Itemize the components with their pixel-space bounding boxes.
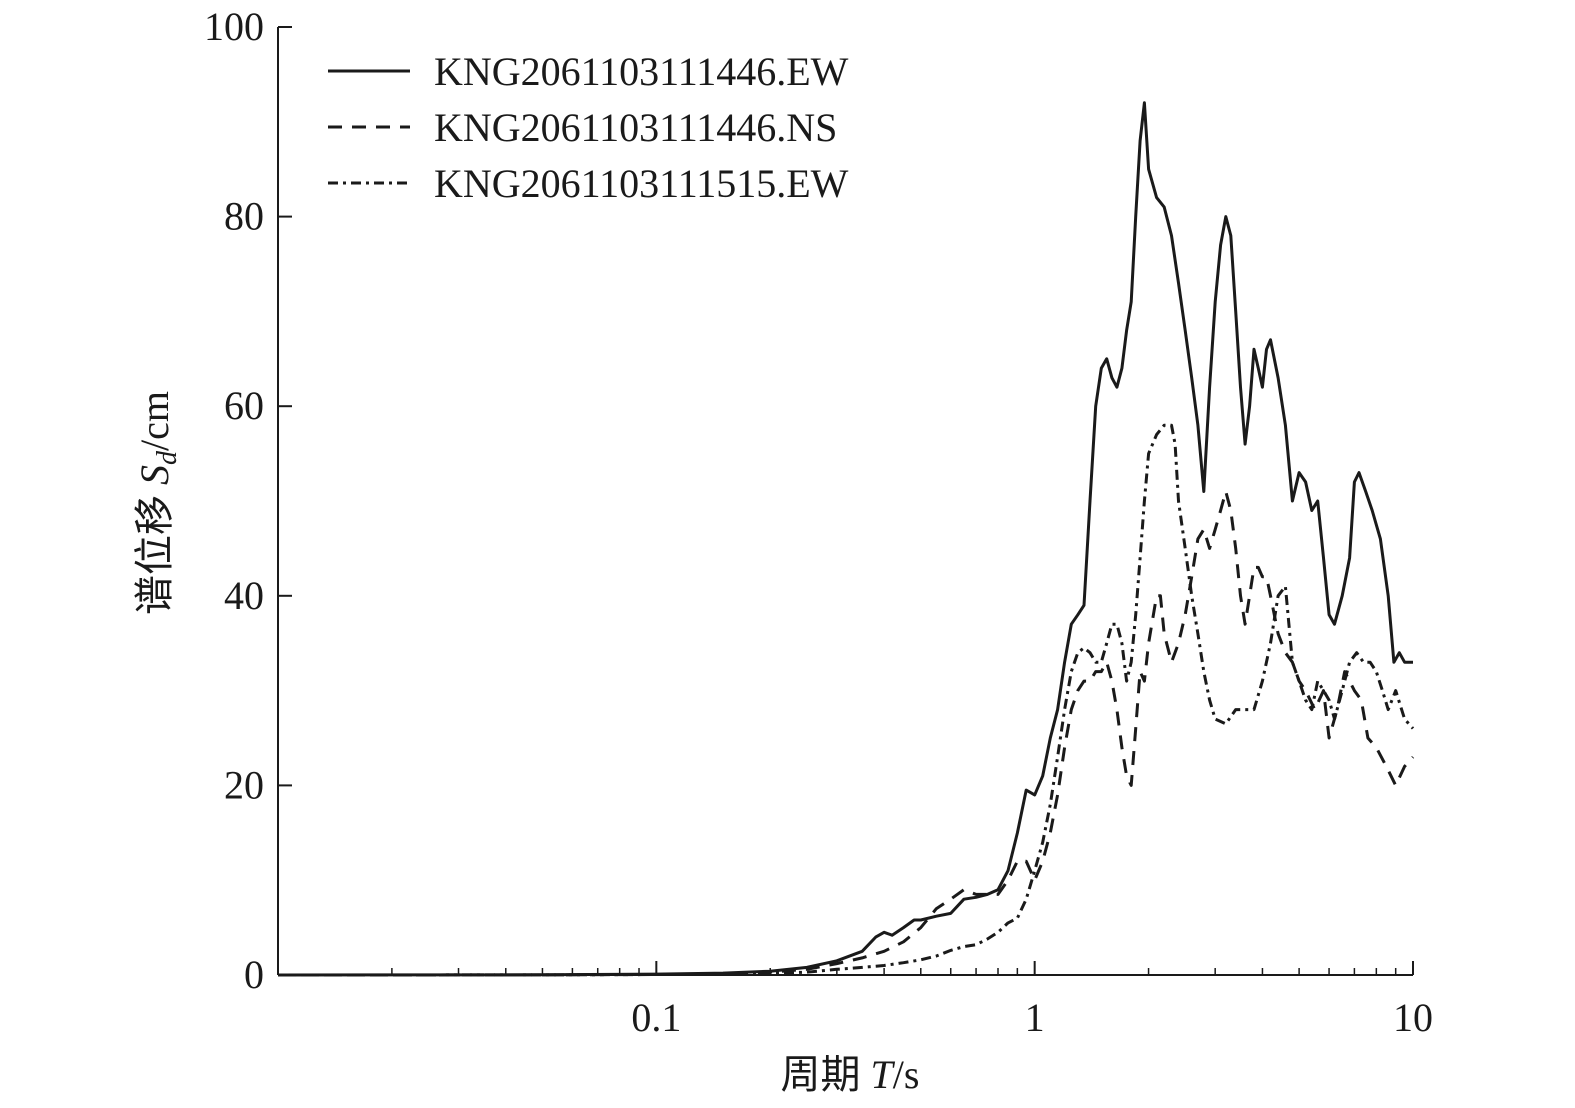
x-tick-label: 0.1 [631,995,681,1040]
y-tick-label: 0 [244,952,264,997]
y-tick-label: 40 [224,573,264,618]
legend-label: KNG2061103111515.EW [434,161,849,206]
y-tick-label: 100 [204,4,264,49]
x-tick-label: 1 [1025,995,1045,1040]
x-tick-label: 10 [1393,995,1433,1040]
series-line [277,490,1415,977]
y-tick-label: 20 [224,762,264,807]
x-axis-title: 周期 T/s [781,1052,920,1097]
y-tick-label: 80 [224,194,264,239]
y-axis-title: 谱位移 Sd/cm [132,391,183,615]
series-group [277,101,1415,977]
legend-label: KNG2061103111446.NS [434,105,837,150]
legend: KNG2061103111446.EW KNG2061103111446.NS KN… [328,49,849,206]
series-line [277,101,1413,977]
axes: 0 20 40 60 80 100 0.1 1 10 [204,4,1433,1040]
y-tick-label: 60 [224,383,264,428]
legend-label: KNG2061103111446.EW [434,49,849,94]
series-line [277,423,1415,977]
